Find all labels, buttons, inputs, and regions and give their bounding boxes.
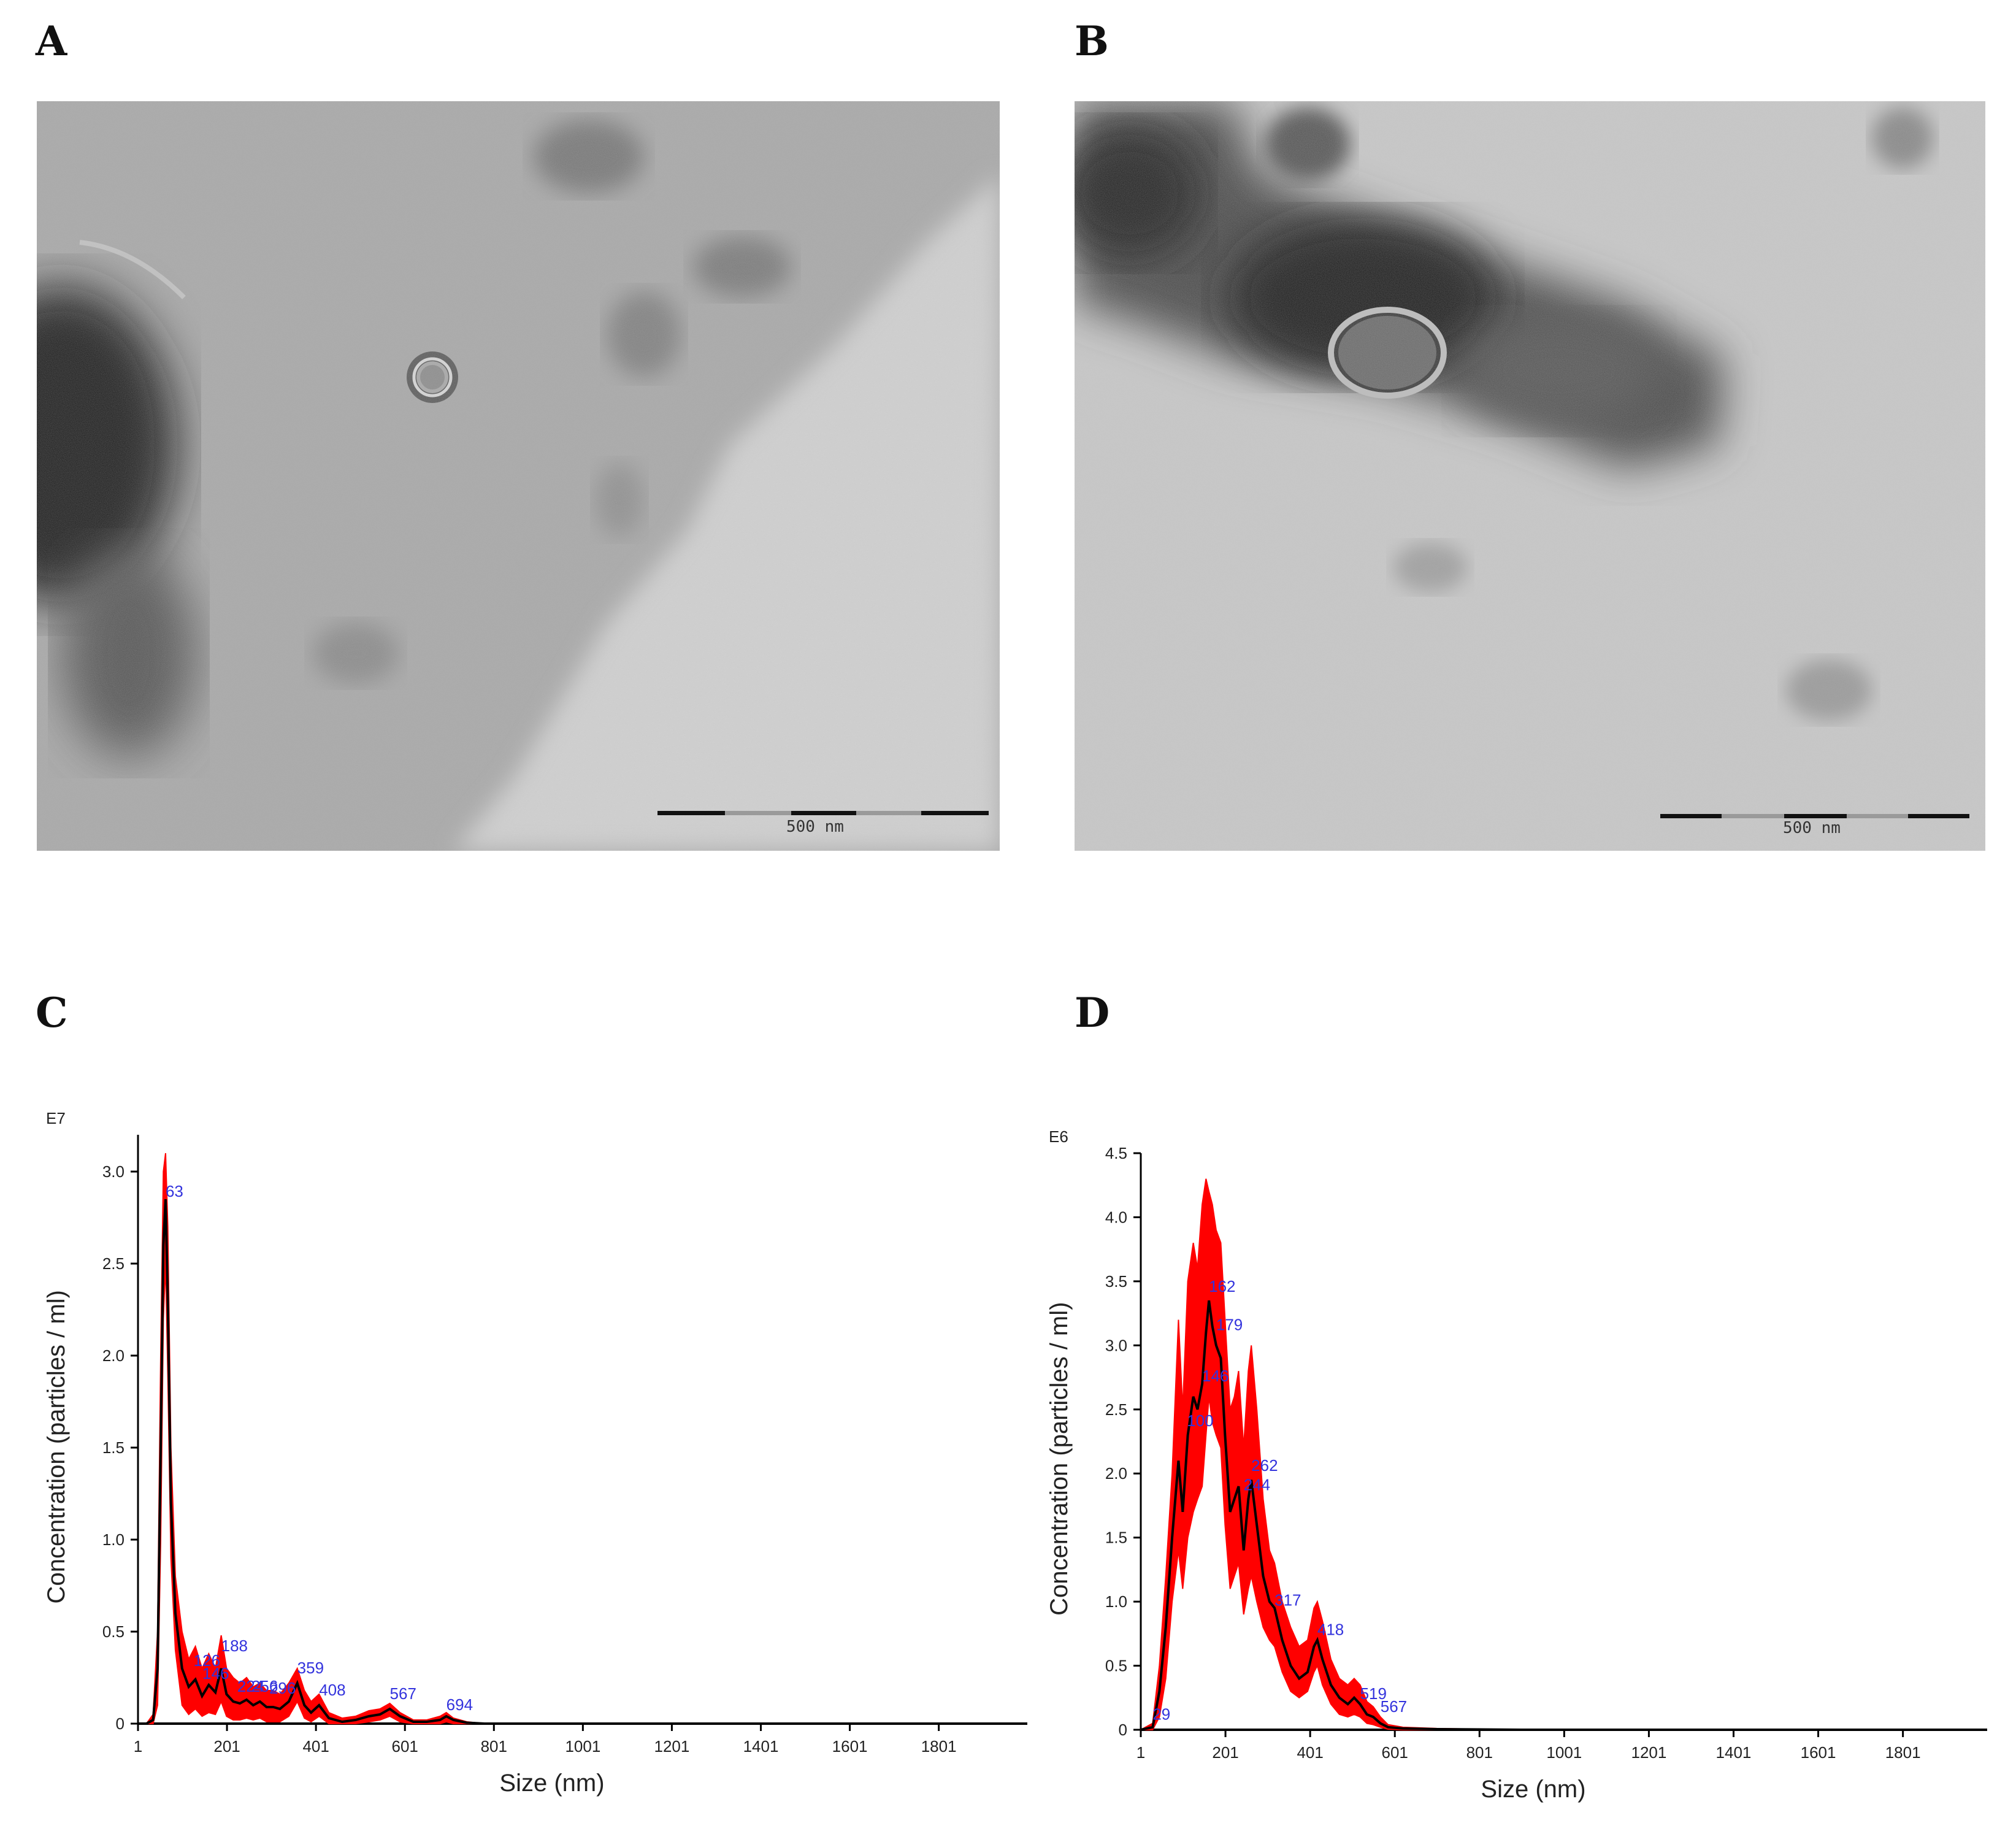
x-tick-label-c: 1801 — [921, 1737, 957, 1756]
x-tick-label-c: 1601 — [832, 1737, 868, 1756]
peak-label-d: 567 — [1381, 1697, 1407, 1716]
peak-label-c: 224 — [237, 1677, 264, 1695]
y-tick-label-d: 3.0 — [1105, 1336, 1127, 1354]
y-tick-label-d: 2.5 — [1105, 1400, 1127, 1419]
y-tick-label-c: 2.0 — [102, 1346, 125, 1365]
scale-bar-label-b: 500 nm — [1783, 819, 1841, 837]
x-tick-label-d: 401 — [1297, 1743, 1323, 1762]
x-axis-label-d: Size (nm) — [1481, 1776, 1585, 1803]
mean-line-d — [1140, 1300, 1987, 1731]
y-tick-label-c: 0 — [116, 1714, 125, 1733]
x-tick-label-d: 1801 — [1885, 1743, 1921, 1762]
micrograph-b: 500 nm — [1075, 101, 1985, 851]
peak-label-d: 262 — [1251, 1456, 1278, 1475]
exponent-label-d: E6 — [1049, 1127, 1068, 1146]
exponent-label-c: E7 — [46, 1109, 66, 1127]
x-tick-label-d: 1 — [1136, 1743, 1145, 1762]
micrograph-a-image — [37, 101, 1000, 851]
peak-label-d: 100 — [1187, 1411, 1213, 1430]
peak-label-c: 408 — [319, 1681, 345, 1699]
x-tick-label-c: 1001 — [565, 1737, 600, 1756]
peak-label-d: 519 — [1360, 1684, 1387, 1703]
peak-label-d: 317 — [1274, 1591, 1301, 1610]
panel-letter-c: C — [36, 989, 68, 1037]
y-tick-label-c: 2.5 — [102, 1254, 125, 1273]
x-tick-label-d: 1001 — [1546, 1743, 1582, 1762]
peak-label-d: 146 — [1202, 1367, 1228, 1385]
y-tick-label-d: 0 — [1119, 1721, 1127, 1739]
x-tick-label-d: 1401 — [1716, 1743, 1752, 1762]
chart-c: E7 0 0.5 1.0 1.5 2.0 2.5 3.0 1 201 401 601 801 1001 12… — [37, 1092, 1027, 1797]
scale-bar-label-a: 500 nm — [786, 818, 844, 836]
peak-label-d: 244 — [1244, 1476, 1270, 1494]
peak-label-d: 418 — [1317, 1621, 1344, 1639]
scale-bar-b — [1660, 814, 1969, 818]
x-tick-label-c: 1401 — [743, 1737, 779, 1756]
y-tick-label-c: 1.5 — [102, 1438, 125, 1457]
y-tick-label-c: 0.5 — [102, 1622, 125, 1641]
x-tick-label-d: 1201 — [1631, 1743, 1666, 1762]
x-tick-label-d: 1601 — [1801, 1743, 1836, 1762]
y-tick-label-d: 0.5 — [1105, 1657, 1127, 1675]
y-tick-label-d: 1.5 — [1105, 1529, 1127, 1547]
y-tick-label-c: 3.0 — [102, 1162, 125, 1181]
y-tick-label-d: 1.0 — [1105, 1592, 1127, 1611]
error-band-c — [138, 1153, 1027, 1724]
peak-label-c: 256 — [251, 1677, 278, 1695]
x-tick-label-c: 801 — [481, 1737, 507, 1756]
peak-label-c: 146 — [202, 1664, 229, 1683]
panel-letter-a: A — [36, 17, 67, 65]
peak-label-c: 63 — [166, 1182, 183, 1200]
x-tick-label-d: 201 — [1212, 1743, 1238, 1762]
peak-label-d: 29 — [1152, 1705, 1170, 1723]
mean-line-c — [138, 1199, 1027, 1725]
x-tick-label-c: 401 — [302, 1737, 329, 1756]
chart-d: E6 0 0.5 1.0 1.5 2.0 2.5 3.0 3.5 4.0 4.5 1 201 401 601… — [1037, 1110, 1993, 1810]
x-tick-label-c: 1201 — [654, 1737, 690, 1756]
micrograph-b-image — [1075, 101, 1985, 851]
y-axis-label-c: Concentration (particles / ml) — [43, 1290, 70, 1603]
x-tick-label-c: 1 — [134, 1737, 142, 1756]
peak-label-c: 188 — [221, 1637, 248, 1655]
panel-letter-b: B — [1075, 17, 1109, 65]
y-tick-label-d: 3.5 — [1105, 1272, 1127, 1291]
scale-bar-a — [657, 811, 989, 815]
y-tick-label-d: 4.0 — [1105, 1208, 1127, 1226]
peak-label-c: 126 — [194, 1651, 220, 1670]
y-tick-label-c: 1.0 — [102, 1530, 125, 1549]
peak-label-c: 296 — [269, 1679, 296, 1697]
y-tick-label-d: 4.5 — [1105, 1144, 1127, 1162]
error-band-d — [1140, 1178, 1987, 1730]
panel-letter-d: D — [1075, 989, 1110, 1037]
x-tick-label-c: 601 — [392, 1737, 418, 1756]
x-tick-label-d: 801 — [1466, 1743, 1493, 1762]
peak-label-c: 694 — [447, 1695, 473, 1714]
y-tick-label-d: 2.0 — [1105, 1464, 1127, 1483]
peak-label-d: 162 — [1209, 1277, 1235, 1295]
micrograph-a: 500 nm — [37, 101, 1000, 851]
y-axis-label-d: Concentration (particles / ml) — [1046, 1302, 1073, 1616]
peak-label-d: 179 — [1216, 1315, 1243, 1334]
peak-label-c: 567 — [390, 1684, 416, 1703]
peak-label-c: 359 — [297, 1659, 324, 1677]
x-tick-label-c: 201 — [213, 1737, 240, 1756]
x-tick-label-d: 601 — [1382, 1743, 1408, 1762]
x-axis-label-c: Size (nm) — [499, 1770, 604, 1797]
